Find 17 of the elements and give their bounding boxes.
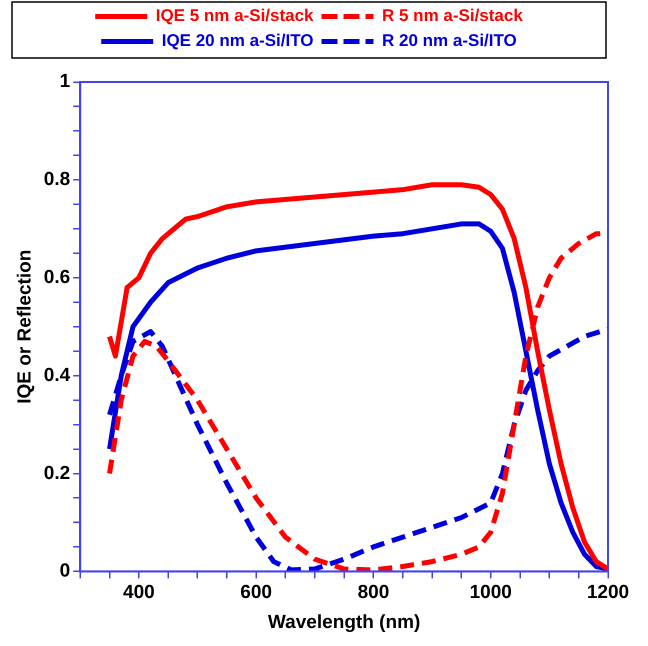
legend-label: R 5 nm a-Si/stack xyxy=(382,6,524,26)
y-tick-label: 0.4 xyxy=(44,364,71,386)
x-tick-label: 400 xyxy=(123,582,155,604)
y-tick-label: 0.2 xyxy=(44,462,70,484)
x-tick-label: 600 xyxy=(240,582,272,604)
legend-label: IQE 20 nm a-Si/ITO xyxy=(162,31,314,50)
x-tick-label: 800 xyxy=(358,582,390,604)
x-axis-title: Wavelength (nm) xyxy=(268,612,420,633)
x-tick-label: 1000 xyxy=(470,582,512,604)
legend-label: R 20 nm a-Si/ITO xyxy=(382,31,517,50)
y-tick-label: 0.8 xyxy=(44,169,70,190)
y-tick-label: 1 xyxy=(60,71,71,92)
x-tick-label: 1200 xyxy=(586,582,630,604)
y-tick-label: 0 xyxy=(60,560,70,582)
y-axis-title: IQE or Reflection xyxy=(14,250,36,404)
legend-label: IQE 5 nm a-Si/stack xyxy=(156,6,314,26)
y-tick-label: 0.6 xyxy=(44,266,70,288)
